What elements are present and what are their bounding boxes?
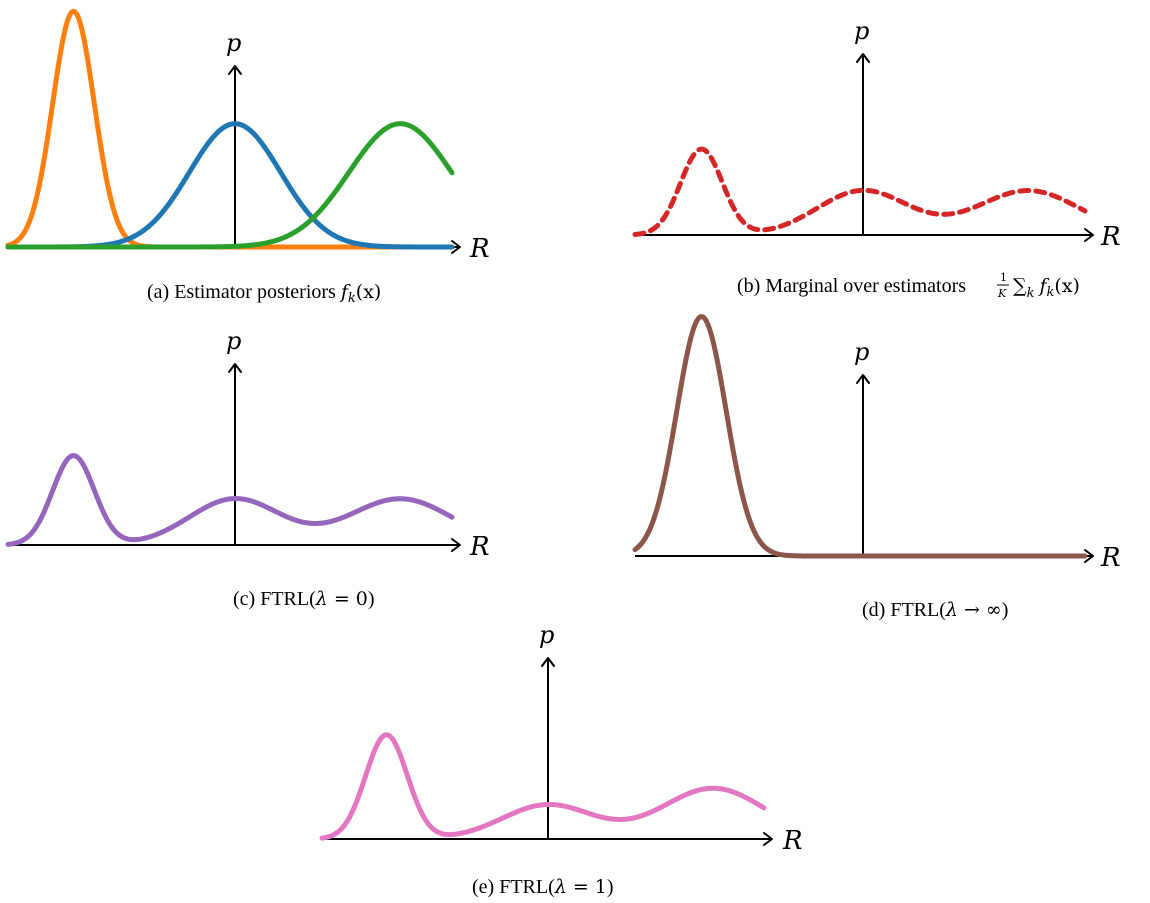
panel-b-x-arrowhead: [1084, 228, 1094, 242]
panel-e-curve-1: [319, 732, 767, 841]
panel-e-x-arrowhead: [763, 832, 773, 846]
panel-b-curve-1: [632, 146, 1088, 237]
panel-d: p R (d) FTRL(λ → ∞): [632, 314, 1121, 621]
panel-a-x-arrowhead: [451, 240, 461, 254]
panel-d-curves: [632, 314, 1088, 559]
panel-b-caption: (b) Marginal over estimators: [737, 275, 966, 297]
panel-d-curve-1: [632, 314, 1088, 559]
panel-b-caption-sum-sub: k: [1027, 286, 1035, 301]
panel-d-x-label: R: [1100, 543, 1121, 573]
panel-b-y-arrowhead: [856, 53, 870, 63]
panel-a-curve-3: [5, 121, 455, 250]
panel-b-caption-f: f: [1037, 275, 1049, 297]
panel-c-curves: [5, 453, 455, 547]
panel-b-caption-frac-den: K: [997, 287, 1007, 300]
panel-c-caption-suffix: ): [368, 588, 375, 610]
panel-b-curves: [632, 146, 1088, 237]
panel-b: p R (b) Marginal over estimators 1 K ∑k f…: [632, 17, 1121, 301]
panel-a-curves: [5, 8, 455, 250]
panel-a-caption-arg: (x): [356, 281, 382, 303]
panel-e-y-arrowhead: [541, 657, 555, 667]
panel-e-caption-relation: = 1: [567, 876, 607, 898]
panel-d-caption-prefix: (d) FTRL(: [862, 599, 946, 621]
panel-b-x-label: R: [1100, 222, 1121, 252]
panel-c: p R (c) FTRL(λ = 0): [5, 327, 490, 610]
panel-b-y-label: p: [854, 17, 869, 45]
panel-c-caption-prefix: (c) FTRL(: [233, 588, 316, 610]
panel-a-caption-f: f: [339, 281, 351, 303]
panel-c-curve-1: [5, 453, 455, 547]
panel-a-y-label: p: [226, 29, 241, 57]
panel-e-caption-lambda: λ: [554, 876, 567, 898]
panel-b-caption-k: k: [1047, 285, 1055, 300]
panel-c-y-label: p: [226, 327, 241, 355]
panel-c-y-arrowhead: [228, 363, 242, 373]
panel-d-caption-suffix: ): [1002, 599, 1009, 621]
panel-e: p R (e) FTRL(λ = 1): [319, 621, 803, 898]
panel-b-caption-sum: ∑: [1013, 275, 1027, 297]
panel-c-x-arrowhead: [451, 538, 461, 552]
panel-e-caption-suffix: ): [607, 876, 614, 898]
panel-e-x-label: R: [782, 826, 803, 856]
panel-d-caption-relation: → ∞: [958, 599, 1002, 621]
panel-e-caption: (e) FTRL(λ = 1): [472, 876, 614, 898]
panel-b-caption-prefix: (b) Marginal over estimators: [737, 275, 966, 297]
panel-a-caption-prefix: (a) Estimator posteriors: [147, 281, 341, 303]
panel-d-x-arrowhead: [1084, 549, 1094, 563]
panel-b-caption-arg: (x): [1054, 275, 1080, 297]
panel-a-curve-2: [5, 121, 455, 250]
panel-b-caption-frac-num: 1: [1000, 271, 1007, 284]
panel-c-caption: (c) FTRL(λ = 0): [233, 588, 375, 610]
panel-c-x-label: R: [469, 532, 490, 562]
panel-e-y-label: p: [539, 621, 554, 649]
panel-e-curves: [319, 732, 767, 841]
panel-d-caption: (d) FTRL(λ → ∞): [862, 599, 1008, 621]
panel-b-caption-math: ∑k fk(x): [1013, 275, 1080, 301]
panel-a-caption: (a) Estimator posteriors fk(x): [147, 281, 381, 306]
panel-d-y-label: p: [854, 338, 869, 366]
panel-d-y-arrowhead: [856, 374, 870, 384]
panel-d-caption-lambda: λ: [945, 599, 958, 621]
panel-e-caption-prefix: (e) FTRL(: [472, 876, 555, 898]
panel-a-caption-k: k: [348, 291, 356, 306]
panel-a: p R (a) Estimator posteriors fk(x): [5, 8, 490, 306]
panel-a-y-arrowhead: [228, 65, 242, 75]
panel-c-caption-lambda: λ: [315, 588, 328, 610]
panel-c-caption-relation: = 0: [328, 588, 368, 610]
panel-a-x-label: R: [469, 234, 490, 264]
